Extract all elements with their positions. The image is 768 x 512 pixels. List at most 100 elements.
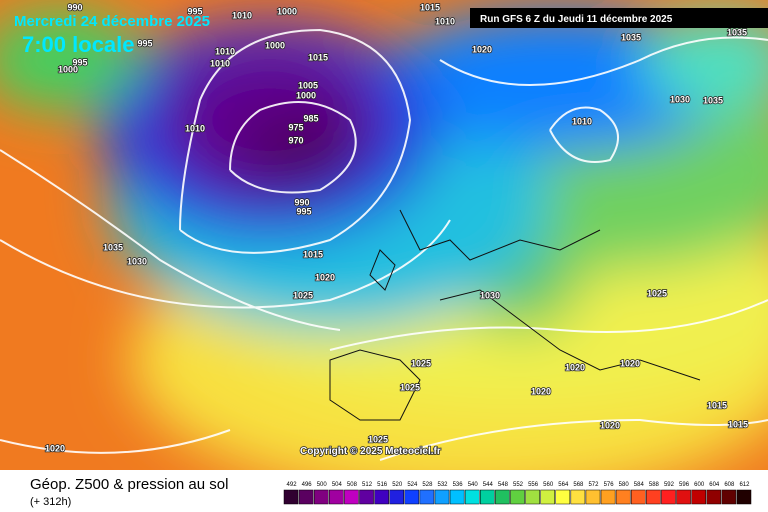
scale-label: 532 — [438, 482, 449, 488]
lead-time: (+ 312h) — [30, 496, 71, 508]
scale-label: 492 — [287, 482, 298, 488]
color-scale: 492 496 500 504 508 512 516 520 524 528 532 536 540 5… — [283, 482, 752, 505]
run-box — [470, 8, 768, 28]
scale-swatch — [419, 489, 435, 505]
isobar-label: 1015 — [303, 249, 323, 259]
scale-label: 608 — [724, 482, 735, 488]
isobar-label: 990 — [294, 197, 309, 207]
scale-label: 568 — [573, 482, 584, 488]
scale-label: 556 — [528, 482, 539, 488]
scale-label: 572 — [588, 482, 599, 488]
map-field — [0, 0, 768, 500]
scale-swatch — [691, 489, 706, 505]
isobar-label: 1025 — [293, 290, 313, 300]
scale-swatch — [464, 489, 480, 505]
isobar-label: 1025 — [400, 382, 420, 392]
scale-label: 600 — [694, 482, 705, 488]
scale-swatch — [283, 489, 299, 505]
scale-swatch — [646, 489, 661, 505]
isobar-label: 1020 — [45, 443, 65, 453]
scale-label: 584 — [634, 482, 645, 488]
scale-label: 504 — [332, 482, 343, 488]
isobar-label: 1020 — [531, 386, 551, 396]
scale-swatch — [510, 489, 525, 505]
isobar-label: 985 — [303, 113, 318, 123]
forecast-date: Mercredi 24 décembre 2025 — [14, 13, 210, 30]
isobar-label: 1020 — [600, 420, 620, 430]
isobar-label: 1015 — [728, 419, 748, 429]
scale-label: 540 — [468, 482, 479, 488]
isobar-label: 1020 — [315, 272, 335, 282]
forecast-time: 7:00 locale — [22, 32, 135, 57]
isobar-label: 1000 — [277, 6, 297, 16]
scale-label: 552 — [513, 482, 524, 488]
scale-label: 576 — [604, 482, 615, 488]
scale-swatch — [706, 489, 722, 505]
isobar-label: 1035 — [703, 95, 723, 105]
isobar-label: 1035 — [727, 27, 747, 37]
footer-title: Géop. Z500 & pression au sol — [30, 476, 228, 493]
scale-label: 520 — [392, 482, 403, 488]
isobar-label: 1010 — [185, 123, 205, 133]
isobar-label: 1010 — [572, 116, 592, 126]
scale-label: 500 — [317, 482, 328, 488]
isobar-label: 1010 — [210, 58, 230, 68]
isobar-label: 1010 — [232, 10, 252, 20]
scale-label: 544 — [483, 482, 494, 488]
scale-swatch — [389, 489, 405, 505]
scale-swatch — [615, 489, 631, 505]
isobar-label: 1025 — [411, 358, 431, 368]
scale-swatch — [329, 489, 344, 505]
scale-swatch — [600, 489, 616, 505]
scale-label: 560 — [543, 482, 554, 488]
scale-label: 588 — [649, 482, 660, 488]
scale-label: 516 — [377, 482, 388, 488]
scale-swatch — [449, 489, 465, 505]
scale-swatch — [661, 489, 676, 505]
scale-swatch — [404, 489, 420, 505]
scale-label: 564 — [558, 482, 569, 488]
scale-swatch — [555, 489, 571, 505]
isobar-label: 1020 — [472, 44, 492, 54]
scale-swatch — [434, 489, 450, 505]
scale-label: 548 — [498, 482, 509, 488]
scale-label: 580 — [619, 482, 630, 488]
scale-swatch — [736, 489, 752, 505]
copyright: Copyright © 2025 Meteociel.fr — [300, 446, 441, 457]
isobar-label: 995 — [296, 206, 311, 216]
scale-swatch — [344, 489, 359, 505]
scale-label: 508 — [347, 482, 358, 488]
isobar-label: 1015 — [420, 2, 440, 12]
scale-swatch — [374, 489, 389, 505]
scale-swatch — [495, 489, 510, 505]
isobar-label: 975 — [288, 122, 303, 132]
scale-label: 524 — [407, 482, 418, 488]
isobar-label: 990 — [67, 2, 82, 12]
scale-swatch — [570, 489, 586, 505]
isobar-label: 995 — [137, 38, 152, 48]
scale-swatch — [676, 489, 691, 505]
scale-swatch — [525, 489, 540, 505]
isobar-labels: 990 995 1010 1000 10151010103599510101000101… — [44, 2, 749, 455]
scale-label: 592 — [664, 482, 675, 488]
isobar-label: 1010 — [435, 16, 455, 26]
isobar-label: 1020 — [565, 362, 585, 372]
scale-label: 512 — [362, 482, 373, 488]
scale-label: 528 — [422, 482, 433, 488]
scale-swatch — [540, 489, 555, 505]
isobar-label: 1030 — [127, 256, 147, 266]
isobar-label: 995 — [72, 57, 87, 67]
isobar-label: 1025 — [368, 434, 388, 444]
isobar-label: 1025 — [647, 288, 667, 298]
isobar-label: 1000 — [265, 40, 285, 50]
scale-swatch — [359, 489, 374, 505]
scale-swatch — [585, 489, 601, 505]
scale-label: 496 — [302, 482, 313, 488]
scale-label: 612 — [739, 482, 750, 488]
isobar-label: 1030 — [670, 94, 690, 104]
isobar-label: 1000 — [296, 90, 316, 100]
isobar-label: 1015 — [308, 52, 328, 62]
scale-swatch — [298, 489, 314, 505]
isobar-label: 1020 — [620, 358, 640, 368]
scale-label: 536 — [453, 482, 464, 488]
